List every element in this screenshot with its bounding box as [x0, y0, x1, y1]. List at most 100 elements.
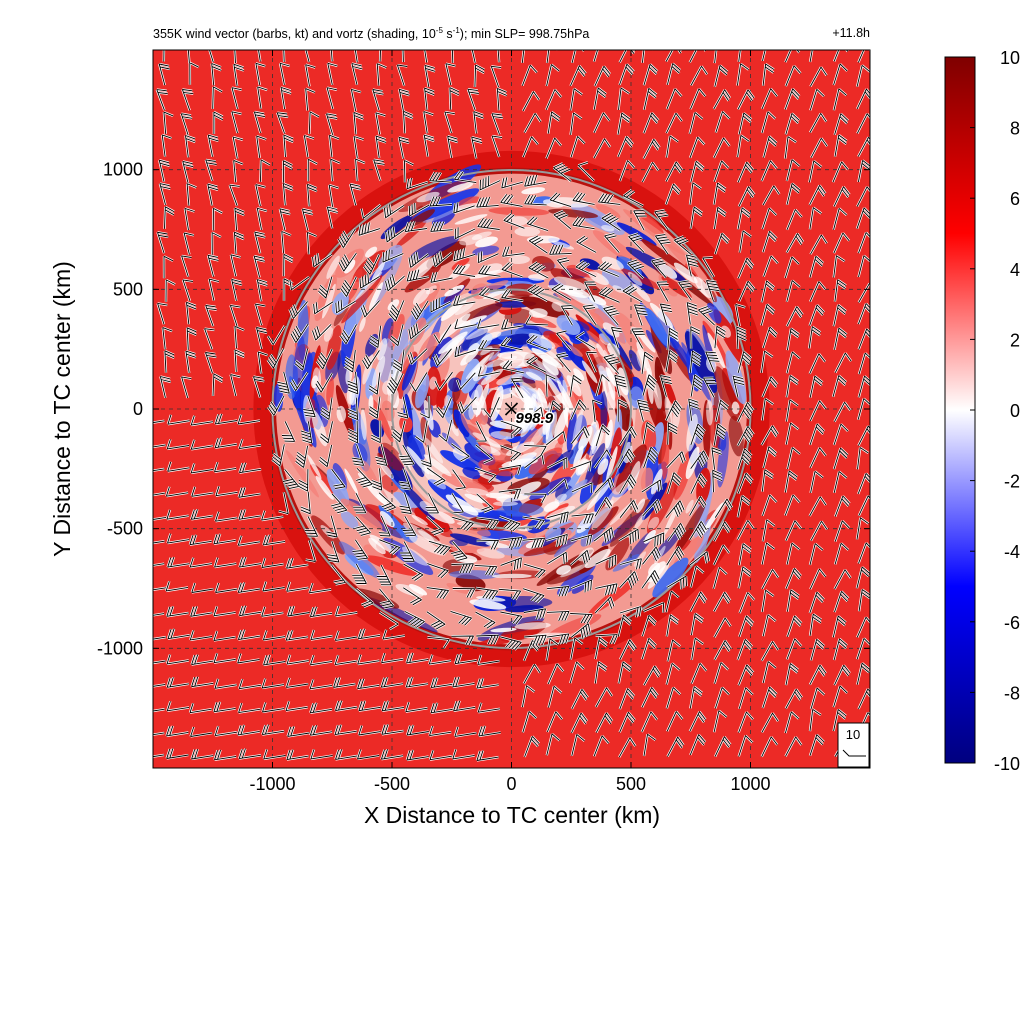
- vorticity-white-streak: [551, 301, 565, 312]
- wind-barb: [234, 50, 236, 64]
- wind-barb: [785, 65, 801, 87]
- vorticity-white-streak: [490, 431, 515, 440]
- vorticity-white-streak: [423, 437, 444, 464]
- wind-barb: [320, 397, 333, 420]
- vorticity-white-streak: [707, 332, 725, 369]
- wind-barb: [326, 540, 340, 563]
- wind-barb: [857, 50, 870, 63]
- wind-barb: [453, 700, 476, 712]
- wind-barb: [398, 468, 412, 490]
- wind-barb: [392, 349, 405, 372]
- wind-barb: [237, 629, 261, 641]
- vorticity-white-streak: [429, 376, 438, 390]
- wind-barb: [499, 636, 522, 651]
- wind-barb: [279, 208, 291, 231]
- wind-barb: [316, 348, 333, 370]
- wind-barb: [190, 726, 213, 737]
- wind-barb: [165, 581, 189, 592]
- vorticity-white-streak: [653, 381, 662, 410]
- wind-barb: [215, 511, 238, 522]
- wind-barb: [255, 184, 266, 207]
- wind-barb: [256, 135, 267, 158]
- wind-barb: [309, 583, 332, 594]
- vorticity-white-streak: [543, 199, 564, 208]
- wind-barb: [856, 662, 870, 685]
- wind-barb: [283, 253, 294, 277]
- vorticity-white-streak: [664, 395, 673, 428]
- wind-barb: [231, 87, 242, 110]
- wind-barb: [406, 724, 429, 736]
- wind-barb: [213, 606, 236, 617]
- wind-barb: [547, 663, 564, 685]
- wind-barb: [738, 735, 753, 757]
- colorbar-tick-label: 10: [1000, 48, 1020, 68]
- wind-barb: [329, 134, 340, 158]
- wind-barb: [556, 352, 571, 373]
- vorticity-streak: [462, 467, 481, 480]
- vorticity-white-streak: [649, 302, 673, 328]
- wind-barb: [762, 63, 775, 86]
- wind-barb: [593, 87, 607, 110]
- wind-barb: [620, 558, 642, 570]
- wind-barb: [408, 251, 429, 268]
- wind-barb: [738, 711, 754, 733]
- wind-barb: [263, 749, 286, 760]
- vorticity-white-streak: [686, 413, 698, 452]
- vorticity-streak: [409, 235, 460, 261]
- wind-barb: [601, 212, 621, 231]
- wind-barb: [737, 472, 754, 494]
- vorticity-white-streak: [493, 501, 518, 507]
- wind-barb: [334, 724, 357, 736]
- wind-barb: [391, 420, 406, 443]
- wind-barb: [471, 136, 483, 159]
- wind-barb: [714, 617, 732, 638]
- wind-barb: [761, 160, 778, 182]
- wind-barb: [165, 279, 176, 302]
- wind-barb: [229, 304, 241, 327]
- vorticity-white-streak: [673, 262, 698, 284]
- wind-barb: [425, 493, 439, 514]
- wind-barb: [454, 653, 477, 665]
- wind-barb: [619, 63, 635, 86]
- wind-barb: [641, 50, 645, 63]
- vorticity-streak: [673, 450, 693, 500]
- wind-barb: [641, 351, 654, 374]
- wind-barb: [666, 614, 679, 637]
- wind-barb: [408, 202, 430, 217]
- vorticity-white-streak: [648, 516, 660, 530]
- wind-barb: [665, 161, 683, 182]
- vorticity-white-streak: [475, 236, 498, 248]
- vorticity-white-streak: [605, 446, 618, 483]
- wind-barb: [335, 299, 356, 314]
- wind-barb: [619, 688, 635, 710]
- wind-barb: [714, 50, 717, 64]
- wind-barb: [522, 516, 545, 529]
- wind-barb: [834, 495, 851, 517]
- vorticity-white-streak: [371, 261, 385, 283]
- wind-barb: [290, 372, 308, 391]
- wind-barb: [809, 664, 827, 685]
- wind-barb: [594, 661, 607, 684]
- wind-barb: [598, 261, 619, 277]
- wind-barb: [665, 400, 682, 421]
- wind-barb: [714, 232, 730, 255]
- wind-barb: [619, 50, 636, 63]
- wind-barb: [703, 377, 717, 398]
- wind-barb: [856, 64, 870, 87]
- wind-barb: [618, 661, 632, 684]
- wind-barb: [809, 281, 826, 302]
- wind-barb: [762, 661, 777, 684]
- wind-barb: [511, 377, 524, 399]
- wind-barb: [307, 158, 318, 182]
- wind-barb: [476, 539, 499, 550]
- wind-barb: [834, 664, 851, 686]
- vorticity-white-streak: [566, 375, 582, 397]
- wind-barb: [360, 204, 381, 219]
- wind-barb: [666, 135, 679, 158]
- wind-barb: [833, 709, 847, 732]
- wind-barb: [334, 654, 357, 666]
- wind-barb: [331, 564, 346, 585]
- wind-barb: [714, 325, 726, 349]
- wind-barb: [570, 534, 593, 546]
- wind-barb: [737, 402, 754, 423]
